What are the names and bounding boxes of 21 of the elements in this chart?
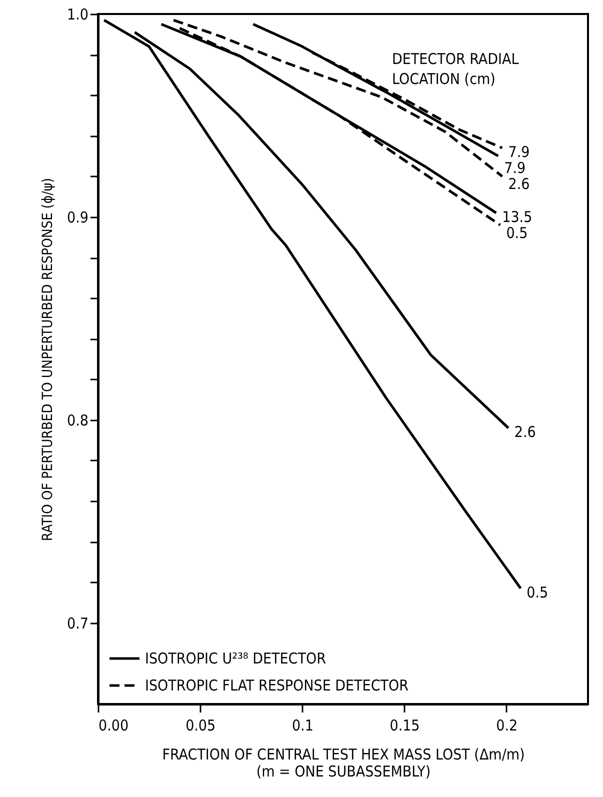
y-tick-label: 1.0 [67,6,88,24]
legend-label: ISOTROPIC U²³⁸ DETECTOR [145,650,326,668]
x-axis-title: FRACTION OF CENTRAL TEST HEX MASS LOST (Δm/m) (m = ONE SUBASSEMBLY) [162,746,525,780]
x-tick-label: 0.05 [186,716,216,734]
annotation: 2.6 [514,423,536,441]
y-tick-label: 0.8 [67,411,88,430]
x-tick-label: 0.1 [292,716,314,734]
y-axis-title: RATIO OF PERTURBED TO UNPERTURBED RESPONSE (ϕ/ψ) [40,178,56,542]
x-tick-label: 0.2 [496,716,518,734]
x-tick-label: 0.15 [390,716,420,734]
legend-label: ISOTROPIC FLAT RESPONSE DETECTOR [145,676,408,694]
y-tick-label: 0.7 [67,614,88,632]
x-tick-label: 0.00 [98,716,129,734]
annotation: 7.9 [504,158,526,177]
annotation: 13.5 [502,208,532,226]
annotation: 0.5 [506,224,528,242]
annotation: 7.9 [508,142,530,161]
annotation: DETECTOR RADIAL LOCATION (cm) [392,50,520,88]
annotation: 0.5 [526,583,548,602]
y-tick-label: 0.9 [67,208,88,226]
annotation: 2.6 [508,174,530,193]
